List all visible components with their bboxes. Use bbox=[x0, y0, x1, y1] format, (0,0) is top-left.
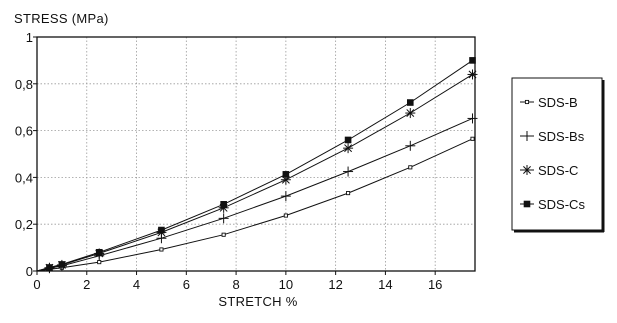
x-tick-label: 8 bbox=[232, 277, 239, 292]
data-point-sds-cs bbox=[406, 99, 414, 106]
y-tick-label: 1 bbox=[26, 30, 33, 45]
x-axis-title: STRETCH % bbox=[218, 294, 297, 309]
data-point-sds-cs bbox=[220, 201, 227, 208]
x-tick-label: 4 bbox=[133, 277, 140, 292]
legend-item-sds-cs: SDS-Cs bbox=[520, 197, 585, 212]
legend-marker-sds-cs bbox=[523, 200, 531, 208]
data-point-sds-b bbox=[97, 260, 102, 265]
data-point-sds-bs bbox=[405, 140, 416, 151]
x-tick-label: 2 bbox=[83, 277, 90, 292]
legend-label: SDS-Cs bbox=[538, 197, 585, 212]
x-tick-label: 6 bbox=[183, 277, 190, 292]
legend: SDS-B SDS-Bs SDS-C SDS-Cs bbox=[511, 77, 605, 233]
data-point-sds-bs bbox=[218, 213, 229, 224]
y-tick-label: 0,6 bbox=[15, 124, 33, 139]
data-point-sds-bs bbox=[343, 166, 354, 177]
data-point-sds-cs bbox=[158, 226, 165, 234]
x-tick-label: 0 bbox=[33, 277, 40, 292]
legend-marker-sds-b bbox=[524, 99, 530, 105]
grid bbox=[37, 36, 475, 271]
legend-marker-sds-c bbox=[522, 165, 532, 175]
legend-label: SDS-Bs bbox=[538, 129, 585, 144]
data-point-sds-cs bbox=[58, 261, 66, 268]
data-point-sds-cs bbox=[469, 57, 476, 64]
legend-item-sds-b: SDS-B bbox=[520, 95, 578, 110]
legend-label: SDS-B bbox=[538, 95, 578, 110]
series-line-sds-cs bbox=[36, 59, 473, 272]
series-layer bbox=[36, 57, 478, 274]
data-point-sds-b bbox=[470, 136, 475, 141]
series-line-sds-bs bbox=[36, 117, 473, 272]
x-tick-label: 12 bbox=[328, 277, 342, 292]
legend-item-sds-c: SDS-C bbox=[520, 163, 578, 178]
x-tick-label: 16 bbox=[428, 277, 442, 292]
data-point-sds-bs bbox=[280, 191, 291, 202]
series-line-sds-b bbox=[36, 138, 473, 272]
data-point-sds-cs bbox=[344, 136, 352, 144]
data-point-sds-cs bbox=[46, 264, 53, 271]
data-point-sds-b bbox=[159, 247, 164, 252]
data-point-sds-c bbox=[467, 69, 478, 80]
data-point-sds-cs bbox=[95, 248, 103, 256]
data-point-sds-b bbox=[408, 165, 413, 170]
x-tick-label: 14 bbox=[378, 277, 392, 292]
data-point-sds-b bbox=[346, 191, 351, 196]
data-point-sds-b bbox=[221, 232, 226, 237]
axes: 00,20,40,60,810 2 4 6 8 10 12 14 16 bbox=[15, 30, 476, 292]
data-point-sds-cs bbox=[282, 171, 290, 178]
y-tick-label: 0 bbox=[26, 264, 33, 279]
y-tick-label: 0,8 bbox=[15, 77, 33, 92]
y-tick-label: 0,2 bbox=[15, 217, 33, 232]
data-point-sds-c bbox=[405, 108, 416, 119]
legend-marker-sds-bs bbox=[522, 131, 532, 141]
data-point-sds-bs bbox=[467, 113, 478, 124]
data-point-sds-b bbox=[283, 213, 288, 218]
legend-item-sds-bs: SDS-Bs bbox=[520, 129, 585, 144]
y-axis-title: STRESS (MPa) bbox=[14, 11, 109, 26]
y-tick-label: 0,4 bbox=[15, 170, 33, 185]
data-point-sds-c bbox=[343, 143, 354, 154]
x-tick-label: 10 bbox=[279, 277, 293, 292]
plot-frame bbox=[36, 36, 476, 272]
legend-label: SDS-C bbox=[538, 163, 578, 178]
